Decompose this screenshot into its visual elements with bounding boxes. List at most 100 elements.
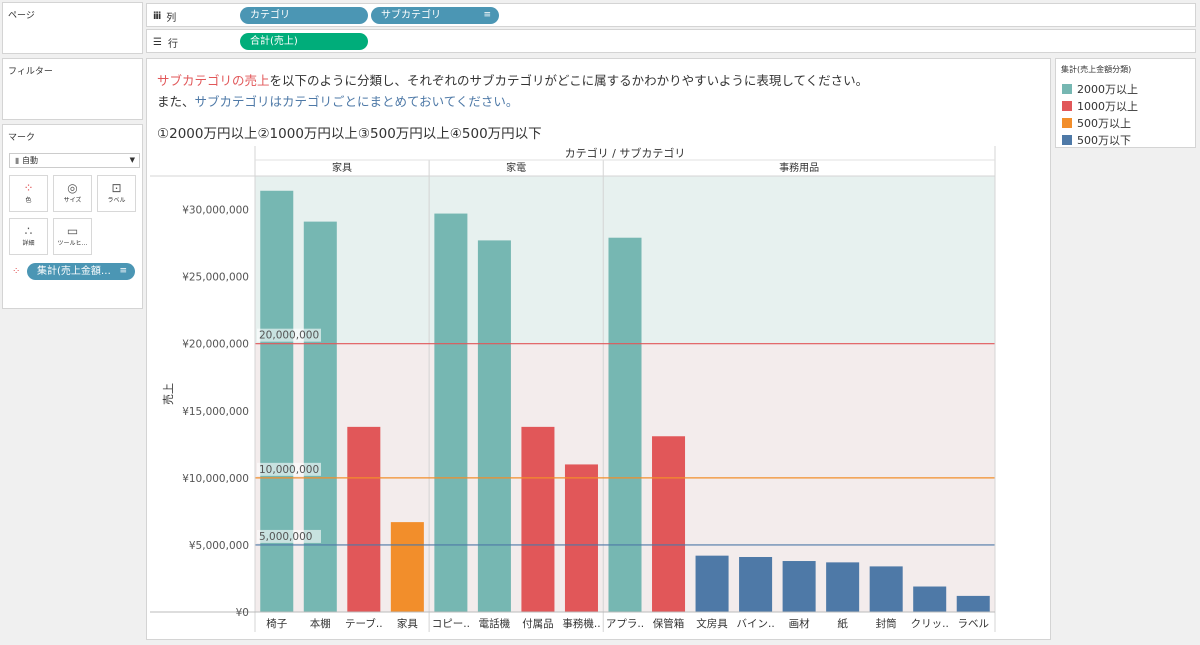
bar — [303, 221, 337, 612]
category-header: 事務用品 — [779, 161, 819, 174]
legend-label: 1000万以上 — [1077, 100, 1138, 113]
chevron-down-icon: ▼ — [129, 156, 135, 164]
tooltip-button[interactable]: ▭ ツールヒ… — [53, 218, 92, 255]
legend-item-500-minus[interactable]: 500万以下 — [1062, 132, 1131, 148]
marks-panel-title: マーク — [8, 133, 36, 143]
x-tick-label: アプラ.. — [606, 618, 644, 630]
x-tick-label: クリッ.. — [911, 618, 949, 630]
bar — [477, 240, 511, 612]
rows-shelf-label: ☰ 行 — [153, 35, 178, 50]
bar — [826, 562, 860, 612]
sales-sum-pill-label: 合計(売上) — [250, 36, 298, 47]
rows-icon: ☰ — [153, 37, 162, 48]
category-pill-label: カテゴリ — [250, 10, 290, 21]
bar — [608, 237, 642, 613]
legend-panel: 集計(売上金額分類) 2000万以上 1000万以上 500万以上 500万以下 — [1055, 58, 1196, 148]
legend-label: 500万以上 — [1077, 117, 1131, 130]
subcategory-pill-label: サブカテゴリ — [381, 10, 441, 21]
sort-descending-icon: ≡ — [483, 10, 491, 20]
legend-item-1000[interactable]: 1000万以上 — [1062, 98, 1138, 114]
bar — [564, 464, 598, 612]
bar — [695, 555, 729, 612]
detail-button[interactable]: ∴ 詳細 — [9, 218, 48, 255]
columns-shelf[interactable]: iii 列 カテゴリ サブカテゴリ ≡ — [146, 3, 1196, 27]
instruction-line-3: ①2000万円以上②1000万円以上③500万円以上④500万円以下 — [157, 126, 542, 142]
y-tick-label: ¥15,000,000 — [182, 406, 249, 418]
columns-icon: iii — [153, 11, 161, 22]
bar-chart[interactable]: カテゴリ / サブカテゴリ家具椅子 本棚 テーブ.. 家具家電コピー.. 電話機 付属品事… — [150, 140, 1000, 635]
mark-type-select[interactable]: ▮ 自動 ▼ — [9, 153, 140, 168]
instruction-highlight-blue: サブカテゴリはカテゴリごとにまとめておいてください。 — [194, 94, 519, 109]
bar — [782, 561, 816, 612]
bar — [652, 436, 686, 612]
legend-label: 500万以下 — [1077, 134, 1131, 147]
instruction-text-2a: また、 — [157, 94, 195, 109]
subcategory-pill[interactable]: サブカテゴリ ≡ — [371, 7, 499, 24]
legend-swatch — [1062, 101, 1072, 111]
columns-shelf-label: iii 列 — [153, 9, 176, 24]
y-tick-label: ¥0 — [236, 607, 249, 619]
reference-label-bg — [257, 328, 321, 342]
x-tick-label: 事務機.. — [562, 617, 600, 630]
filters-panel[interactable]: フィルター — [2, 58, 143, 120]
x-tick-label: テーブ.. — [345, 617, 383, 630]
legend-item-2000[interactable]: 2000万以上 — [1062, 81, 1138, 97]
instruction-highlight-red: サブカテゴリの売上 — [157, 73, 270, 88]
size-button[interactable]: ◎ サイズ — [53, 175, 92, 212]
legend-label: 2000万以上 — [1077, 83, 1138, 96]
x-tick-label: 文房具 — [696, 617, 728, 630]
color-dots-icon: ⁘ — [12, 266, 21, 277]
bar-chart-icon: ▮ — [15, 156, 22, 165]
x-tick-label: バイン.. — [736, 618, 774, 630]
legend-item-500-plus[interactable]: 500万以上 — [1062, 115, 1131, 131]
size-button-label: サイズ — [63, 197, 82, 204]
bar — [390, 522, 424, 612]
legend-swatch — [1062, 135, 1072, 145]
y-axis-title: 売上 — [162, 383, 175, 405]
reference-line-label: 20,000,000 — [259, 330, 319, 342]
label-button[interactable]: ⊡ ラベル — [97, 175, 136, 212]
sort-icon: ≡ — [119, 266, 127, 276]
bar — [739, 556, 773, 612]
size-icon: ◎ — [67, 181, 78, 195]
bar — [913, 586, 947, 612]
y-tick-label: ¥25,000,000 — [182, 272, 249, 284]
header-title: カテゴリ / サブカテゴリ — [565, 146, 686, 160]
x-tick-label: 電話機 — [479, 617, 511, 630]
pages-panel-title: ページ — [8, 11, 35, 21]
category-pill[interactable]: カテゴリ — [240, 7, 368, 24]
y-tick-label: ¥30,000,000 — [182, 205, 249, 217]
y-tick-label: ¥5,000,000 — [189, 540, 249, 552]
bar — [869, 566, 903, 612]
marks-panel: マーク ▮ 自動 ▼ ⁘ 色 ◎ サイズ ⊡ ラベル ∴ 詳細 ▭ ツールヒ… … — [2, 124, 143, 309]
rows-shelf[interactable]: ☰ 行 合計(売上) — [146, 29, 1196, 53]
x-tick-label: 本棚 — [310, 617, 331, 630]
color-button[interactable]: ⁘ 色 — [9, 175, 48, 212]
x-tick-label: ラベル — [957, 618, 989, 630]
category-header: 家具 — [332, 161, 352, 174]
x-tick-label: 椅子 — [266, 617, 287, 630]
bar — [521, 426, 555, 612]
instruction-line-2: また、サブカテゴリはカテゴリごとにまとめておいてください。 — [157, 91, 518, 110]
tooltip-button-label: ツールヒ… — [57, 240, 88, 247]
x-tick-label: 紙 — [837, 617, 848, 630]
instruction-text-1: を以下のように分類し、それぞれのサブカテゴリがどこに属するかわかりやすいように表… — [269, 73, 869, 88]
color-dots-icon: ⁘ — [23, 181, 34, 195]
x-tick-label: 封筒 — [876, 617, 897, 630]
pages-panel[interactable]: ページ — [2, 2, 143, 54]
x-tick-label: 家具 — [397, 617, 418, 630]
color-button-label: 色 — [25, 197, 32, 204]
legend-title: 集計(売上金額分類) — [1061, 65, 1132, 74]
x-tick-label: コピー.. — [432, 618, 470, 630]
reference-line-label: 10,000,000 — [259, 464, 319, 476]
category-header: 家電 — [506, 161, 526, 174]
color-field-pill[interactable]: 集計(売上金額… ≡ — [27, 263, 135, 280]
detail-button-label: 詳細 — [22, 240, 35, 247]
x-tick-label: 付属品 — [522, 617, 554, 630]
x-tick-label: 画材 — [789, 617, 810, 630]
mark-type-value: 自動 — [21, 156, 38, 165]
bar — [956, 595, 990, 612]
bar — [347, 426, 381, 612]
instruction-line-1: サブカテゴリの売上を以下のように分類し、それぞれのサブカテゴリがどこに属するかわ… — [157, 70, 868, 89]
sales-sum-pill[interactable]: 合計(売上) — [240, 33, 368, 50]
